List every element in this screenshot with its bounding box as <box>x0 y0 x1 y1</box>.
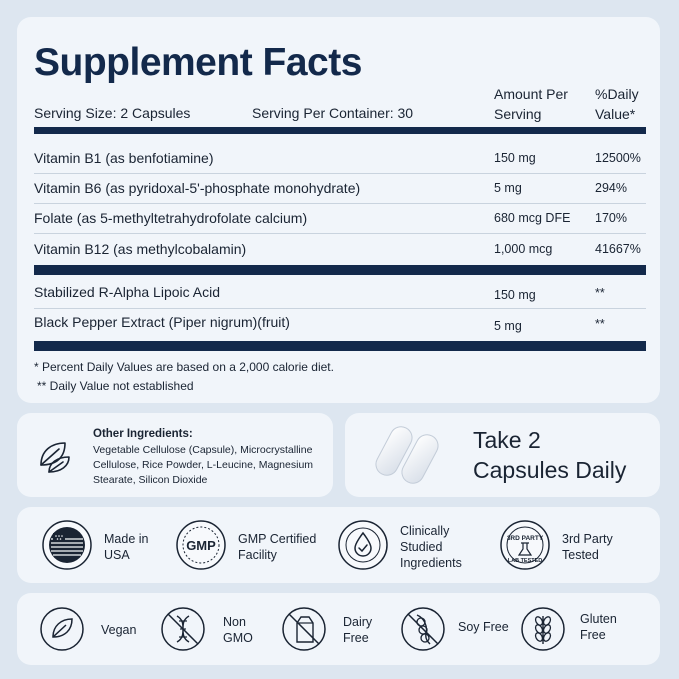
amount-header-line2: Serving <box>494 106 542 122</box>
badge-bottom-text: LAB TESTED <box>508 558 543 564</box>
free-label-line: GMO <box>223 631 253 645</box>
nutrient-dv: 294% <box>595 181 627 195</box>
free-from-panel: Vegan Non GMO Dairy Free Soy Free <box>17 593 660 665</box>
row-divider <box>34 203 646 204</box>
header-divider <box>34 127 646 134</box>
serving-size: Serving Size: 2 Capsules <box>34 105 191 121</box>
cert-label-gmp: GMP Certified Facility <box>238 531 316 563</box>
non-gmo-dna-icon <box>161 607 205 651</box>
section-divider <box>34 265 646 275</box>
nutrient-amount: 680 mcg DFE <box>494 211 571 225</box>
capsules-icon <box>375 426 439 484</box>
dv-header-line1: %Daily <box>595 86 639 102</box>
dairy-free-icon <box>282 607 326 651</box>
dosage-line: Take 2 <box>473 427 541 453</box>
nutrient-dv: 41667% <box>595 242 641 256</box>
free-label-line: Free <box>580 628 606 642</box>
free-label-line: Free <box>343 631 369 645</box>
other-ingredients-heading: Other Ingredients: <box>93 428 193 440</box>
table-row: Vitamin B6 (as pyridoxal-5'-phosphate mo… <box>34 180 646 204</box>
supplement-facts-panel: Supplement Facts Serving Size: 2 Capsule… <box>17 17 660 403</box>
footnote-dv-not-established: ** Daily Value not established <box>37 379 194 393</box>
free-label-line: Non <box>223 615 246 629</box>
cert-label-line: Tested <box>562 548 599 562</box>
dosage-text: Take 2 Capsules Daily <box>473 425 626 485</box>
other-ingredients-line: Vegetable Cellulose (Capsule), Microcrys… <box>93 444 313 456</box>
ingredient-dv: ** <box>595 317 605 331</box>
cert-label-line: Studied <box>400 540 443 554</box>
footer-divider <box>34 341 646 351</box>
nutrient-amount: 150 mg <box>494 151 536 165</box>
free-label-gluten-free: Gluten Free <box>580 611 617 643</box>
cert-label-made-in-usa: Made in USA <box>104 531 148 563</box>
cert-label-line: Ingredients <box>400 556 462 570</box>
supplement-facts-title: Supplement Facts <box>34 41 362 84</box>
cert-label-line: Clinically <box>400 524 450 538</box>
gluten-free-icon <box>521 607 565 651</box>
row-divider <box>34 308 646 309</box>
free-label-soy-free: Soy Free <box>458 619 509 635</box>
cert-label-line: USA <box>104 548 130 562</box>
table-row: Vitamin B1 (as benfotiamine) 150 mg 1250… <box>34 150 646 174</box>
amount-header-line1: Amount Per <box>494 86 568 102</box>
other-ingredients-line: Stearate, Silicon Dioxide <box>93 474 208 486</box>
cert-label-third-party: 3rd Party Tested <box>562 531 613 563</box>
usa-flag-badge-icon <box>42 520 92 570</box>
certifications-panel: Made in USA GMP GMP Certified Facility C… <box>17 507 660 583</box>
free-label-non-gmo: Non GMO <box>223 614 253 646</box>
dosage-panel: Take 2 Capsules Daily <box>345 413 660 497</box>
leaves-icon <box>40 442 70 473</box>
cert-label-line: Made in <box>104 532 149 546</box>
free-label-line: Gluten <box>580 612 617 626</box>
ingredient-amount: 150 mg <box>494 288 536 302</box>
clinically-studied-badge-icon <box>338 520 388 570</box>
dosage-line: Capsules Daily <box>473 457 627 483</box>
nutrient-name: Vitamin B12 (as methylcobalamin) <box>34 241 247 257</box>
free-label-dairy-free: Dairy Free <box>343 614 372 646</box>
other-ingredients-panel: Other Ingredients: Vegetable Cellulose (… <box>17 413 333 497</box>
row-divider <box>34 233 646 234</box>
nutrient-name: Folate (as 5-methyltetrahydrofolate calc… <box>34 210 308 226</box>
dv-header-line2: Value* <box>595 106 636 122</box>
soy-free-icon <box>401 607 445 651</box>
ingredient-dv: ** <box>595 286 605 300</box>
free-label-line: Dairy <box>343 615 373 629</box>
other-ingredients-list: Vegetable Cellulose (Capsule), Microcrys… <box>93 443 313 488</box>
gmp-badge-icon: GMP <box>176 520 226 570</box>
third-party-lab-tested-icon: 3RD PARTY LAB TESTED <box>500 520 550 570</box>
footnote-percent-dv: * Percent Daily Values are based on a 2,… <box>34 360 334 374</box>
ingredient-amount: 5 mg <box>494 319 522 333</box>
nutrient-name: Vitamin B6 (as pyridoxal-5'-phosphate mo… <box>34 180 361 196</box>
cert-label-line: GMP Certified <box>238 532 317 546</box>
other-ingredients-line: Cellulose, Rice Powder, L-Leucine, Magne… <box>93 459 314 471</box>
free-label-line: Vegan <box>101 623 137 637</box>
table-row: Black Pepper Extract (Piper nigrum)(frui… <box>34 314 646 338</box>
ingredient-name: Black Pepper Extract (Piper nigrum)(frui… <box>34 314 290 330</box>
free-label-line: Soy Free <box>458 620 509 634</box>
nutrient-dv: 12500% <box>595 151 641 165</box>
badge-top-text: 3RD PARTY <box>507 535 544 542</box>
table-row: Stabilized R-Alpha Lipoic Acid 150 mg ** <box>34 284 646 308</box>
leaf-icon <box>40 607 84 651</box>
table-row: Folate (as 5-methyltetrahydrofolate calc… <box>34 210 646 234</box>
cert-label-clinically-studied: Clinically Studied Ingredients <box>400 523 462 571</box>
row-divider <box>34 173 646 174</box>
nutrient-amount: 1,000 mcg <box>494 242 553 256</box>
cert-label-line: 3rd Party <box>562 532 613 546</box>
nutrient-name: Vitamin B1 (as benfotiamine) <box>34 150 214 166</box>
cert-label-line: Facility <box>238 548 277 562</box>
nutrient-dv: 170% <box>595 211 627 225</box>
nutrient-amount: 5 mg <box>494 181 522 195</box>
free-label-vegan: Vegan <box>101 622 136 638</box>
gmp-badge-text: GMP <box>186 538 216 553</box>
table-row: Vitamin B12 (as methylcobalamin) 1,000 m… <box>34 241 646 265</box>
ingredient-name: Stabilized R-Alpha Lipoic Acid <box>34 284 220 300</box>
serving-per-container: Serving Per Container: 30 <box>252 105 414 121</box>
